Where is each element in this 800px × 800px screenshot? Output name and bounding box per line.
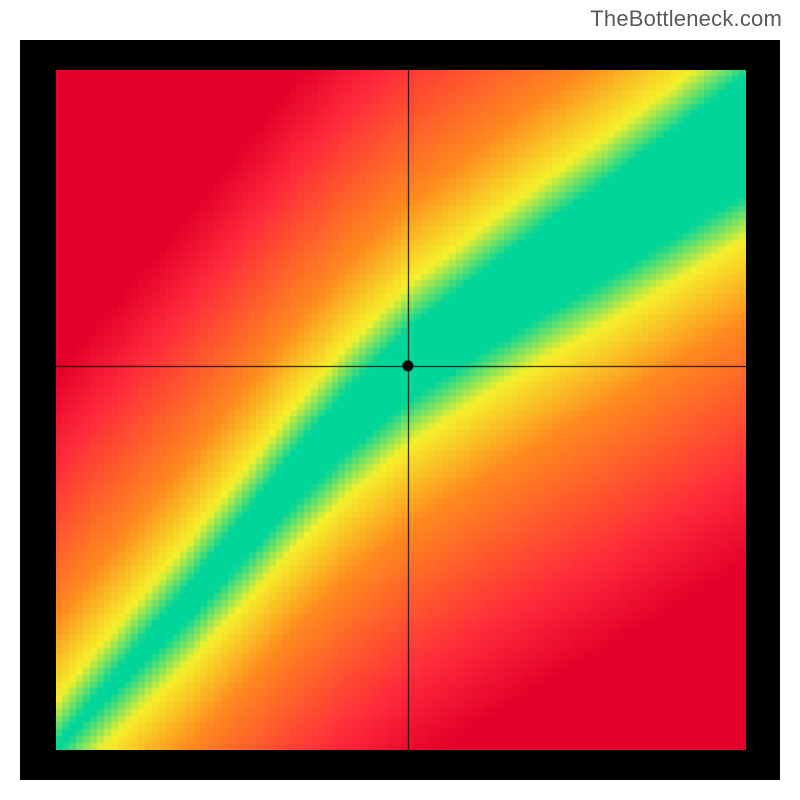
outer-black-frame xyxy=(20,40,780,780)
figure-root: TheBottleneck.com xyxy=(0,0,800,800)
bottleneck-heatmap xyxy=(56,70,746,750)
attribution-text: TheBottleneck.com xyxy=(590,6,782,32)
